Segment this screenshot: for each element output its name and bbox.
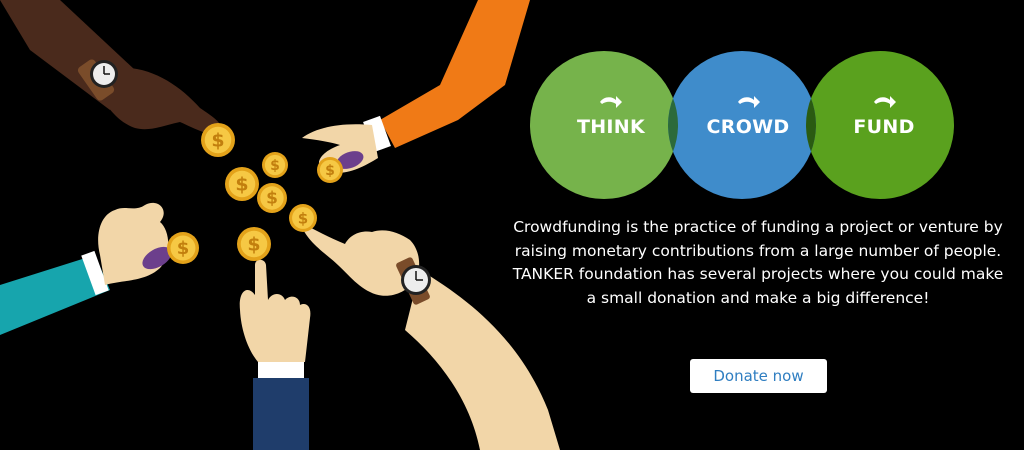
svg-text:$: $ [325,163,335,179]
crowdfunding-description: Crowdfunding is the practice of funding … [512,218,1004,307]
crowd-circle [668,51,816,199]
think-circle [530,51,678,199]
svg-text:$: $ [266,189,278,209]
svg-text:$: $ [235,173,248,195]
svg-text:$: $ [247,233,260,255]
coin-icon: $ [262,152,288,178]
coin-icon: $ [317,157,343,183]
svg-text:$: $ [177,238,190,259]
coin-icon: $ [237,227,271,261]
fund-circle [806,51,954,199]
hand-icon-bottom [239,259,311,450]
svg-text:$: $ [270,158,280,174]
coin-icon: $ [257,183,287,213]
coin-icon: $ [201,123,235,157]
donate-now-button[interactable]: Donate now [690,359,827,393]
hands-and-coins-illustration: $ $ $ $ $ $ $ $ [0,0,560,450]
svg-text:$: $ [298,209,308,227]
arrow-icon [600,96,896,108]
crowd-label: CROWD [707,116,790,138]
svg-text:$: $ [211,129,224,151]
coin-icon: $ [225,167,259,201]
hand-icon-bottom-right [300,222,560,450]
coin-icon: $ [167,232,199,264]
think-label: THINK [577,116,646,138]
fund-label: FUND [853,116,914,138]
think-crowd-fund-diagram: THINK CROWD FUND [530,51,954,199]
coin-icon: $ [289,204,317,232]
coin-group: $ $ $ $ $ $ $ $ [167,123,343,264]
hand-icon-top-left [0,0,222,135]
hand-icon-left [0,202,172,335]
hand-icon-top-right [302,0,530,174]
